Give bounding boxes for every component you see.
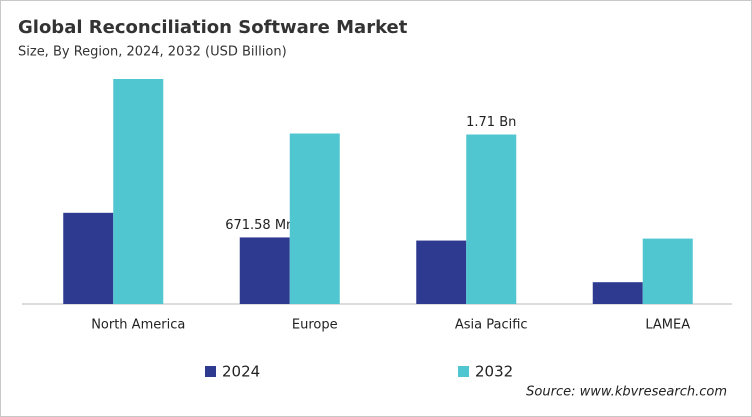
x-tick-label: North America: [91, 318, 185, 333]
bar: [113, 79, 164, 304]
bar: [289, 133, 340, 304]
legend-label: 2032: [475, 363, 513, 381]
value-label: 1.71 Bn: [466, 115, 516, 130]
chart-title: Global Reconciliation Software Market: [18, 17, 408, 38]
chart-subtitle: Size, By Region, 2024, 2032 (USD Billion…: [18, 45, 287, 60]
bar: [63, 212, 114, 304]
x-tick-label: Europe: [292, 318, 338, 333]
legend-swatch: [205, 366, 216, 377]
x-tick-label: LAMEA: [645, 318, 690, 333]
x-tick-label: Asia Pacific: [455, 318, 528, 333]
legend-label: 2024: [222, 363, 260, 381]
bar: [239, 237, 290, 304]
bar: [642, 238, 693, 304]
value-label: 671.58 Mn: [225, 218, 294, 233]
bar: [466, 134, 517, 304]
legend-swatch: [458, 366, 469, 377]
bar: [416, 240, 467, 304]
bar: [592, 282, 643, 304]
source: Source: www.kbvresearch.com: [526, 385, 727, 400]
